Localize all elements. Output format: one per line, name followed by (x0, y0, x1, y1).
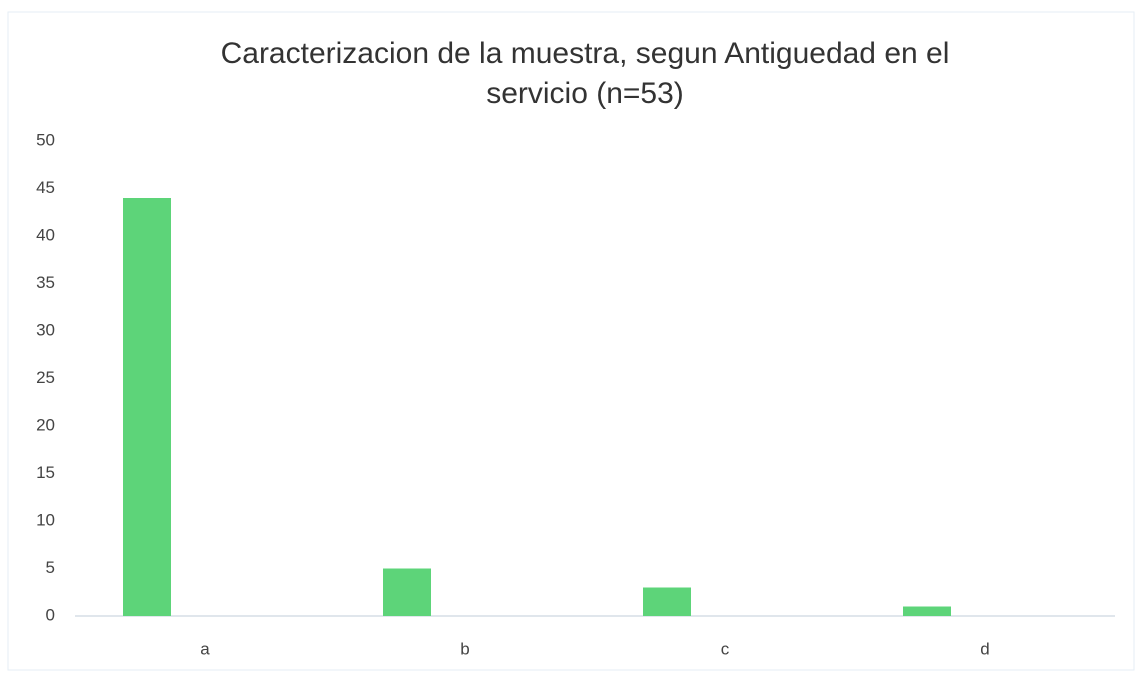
bar (643, 587, 691, 616)
chart-frame (7, 11, 1135, 671)
y-tick-label: 10 (36, 510, 55, 529)
y-tick-label: 0 (46, 605, 55, 624)
y-tick-label: 50 (36, 130, 55, 149)
x-tick-label: a (200, 639, 210, 658)
y-tick-label: 15 (36, 463, 55, 482)
y-tick-label: 45 (36, 178, 55, 197)
bar (383, 568, 431, 616)
x-tick-label: b (460, 639, 469, 658)
x-tick-label: c (721, 639, 730, 658)
y-tick-label: 20 (36, 415, 55, 434)
chart-title: Caracterizacion de la muestra, segun Ant… (220, 37, 950, 110)
bar (123, 198, 171, 616)
y-tick-label: 40 (36, 225, 55, 244)
x-tick-label: d (980, 639, 989, 658)
y-tick-label: 5 (46, 558, 55, 577)
y-tick-label: 30 (36, 320, 55, 339)
bar (903, 606, 951, 616)
y-tick-label: 35 (36, 273, 55, 292)
y-tick-label: 25 (36, 368, 55, 387)
